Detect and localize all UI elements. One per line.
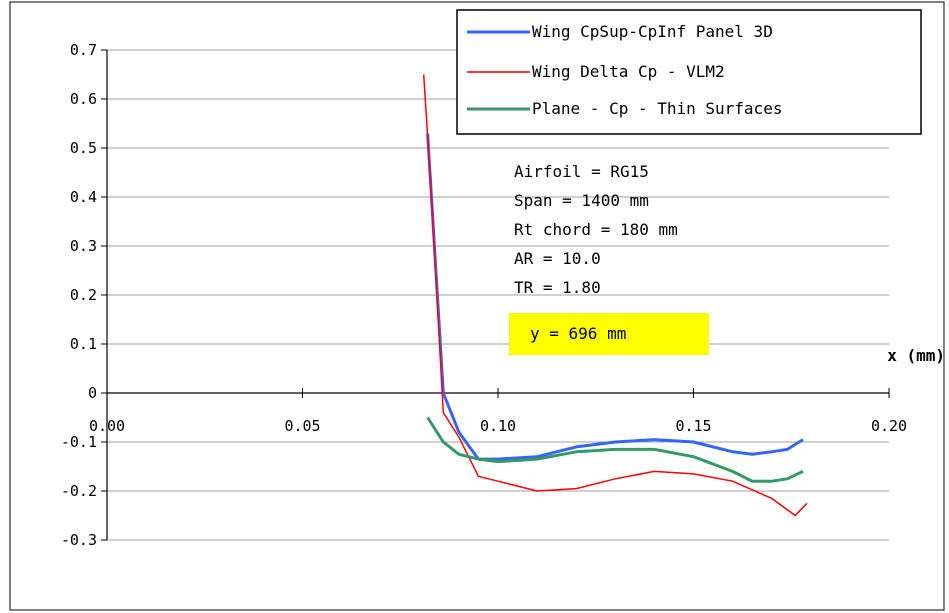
annotation-span: Span = 1400 mm bbox=[514, 191, 649, 210]
highlight-box bbox=[509, 313, 709, 355]
axes bbox=[101, 49, 890, 541]
y-tick-label: 0.6 bbox=[70, 90, 97, 108]
annotation-aspect-ratio: AR = 10.0 bbox=[514, 249, 601, 268]
y-tick-label: -0.2 bbox=[61, 482, 97, 500]
y-tick-label: 0.4 bbox=[70, 188, 97, 206]
series-line-vlm2 bbox=[422, 74, 808, 517]
y-tick-labels: -0.3 -0.2 -0.1 0 0.1 0.2 0.3 0.4 0.5 0.6 0.7 bbox=[61, 41, 97, 549]
x-tick-label: 0.15 bbox=[675, 417, 711, 435]
legend-label-vlm2: Wing Delta Cp - VLM2 bbox=[532, 62, 725, 81]
y-tick-label: 0.5 bbox=[70, 139, 97, 157]
x-tick-label: 0.00 bbox=[89, 417, 125, 435]
legend-label-thin-surfaces: Plane - Cp - Thin Surfaces bbox=[532, 99, 782, 118]
y-tick-label: 0 bbox=[88, 384, 97, 402]
y-tick-label: 0.1 bbox=[70, 335, 97, 353]
x-tick-label: 0.20 bbox=[871, 417, 907, 435]
annotation-taper-ratio: TR = 1.80 bbox=[514, 278, 601, 297]
y-tick-label: 0.3 bbox=[70, 237, 97, 255]
x-tick-labels: 0.00 0.05 0.10 0.15 0.20 bbox=[89, 417, 907, 435]
y-tick-label: -0.1 bbox=[61, 433, 97, 451]
x-axis-label: x (mm) bbox=[887, 346, 945, 365]
y-tick-label: 0.2 bbox=[70, 286, 97, 304]
series-line-thin-surfaces bbox=[426, 416, 804, 483]
series-lines bbox=[422, 74, 808, 517]
legend-label-panel3d: Wing CpSup-CpInf Panel 3D bbox=[532, 22, 773, 41]
y-tick-label: 0.7 bbox=[70, 41, 97, 59]
annotation-block: Airfoil = RG15 Span = 1400 mm Rt chord =… bbox=[514, 162, 678, 297]
x-tick-label: 0.05 bbox=[284, 417, 320, 435]
x-tick-label: 0.10 bbox=[480, 417, 516, 435]
series-line-panel3d bbox=[426, 133, 804, 461]
legend-box bbox=[456, 9, 922, 135]
annotation-airfoil: Airfoil = RG15 bbox=[514, 162, 649, 181]
annotation-root-chord: Rt chord = 180 mm bbox=[514, 220, 678, 239]
y-tick-label: -0.3 bbox=[61, 531, 97, 549]
legend: Wing CpSup-CpInf Panel 3D Wing Delta Cp … bbox=[456, 9, 922, 135]
highlight-annotation: y = 696 mm bbox=[530, 324, 626, 343]
